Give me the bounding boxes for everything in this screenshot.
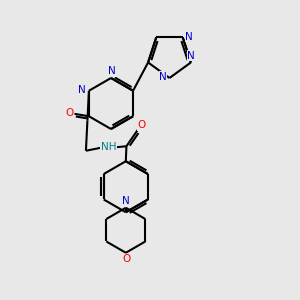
Text: O: O xyxy=(65,108,73,118)
Text: O: O xyxy=(137,120,146,130)
Text: NH: NH xyxy=(101,142,116,152)
Text: N: N xyxy=(108,66,116,76)
Text: N: N xyxy=(122,196,130,206)
Text: O: O xyxy=(122,254,130,264)
Text: N: N xyxy=(159,72,167,82)
Text: N: N xyxy=(185,32,193,42)
Text: N: N xyxy=(78,85,86,95)
Text: N: N xyxy=(187,51,195,61)
